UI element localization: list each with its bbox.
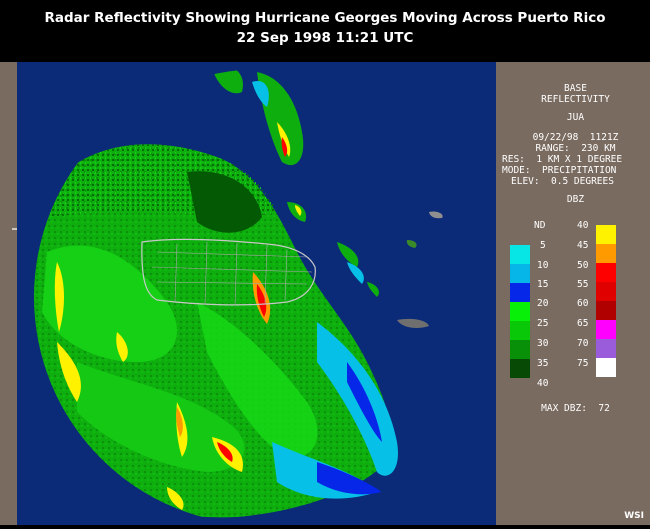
legend-swatch (596, 358, 616, 377)
legend-swatch (510, 245, 530, 264)
legend-label: 50 (577, 260, 589, 271)
legend-label-nd: ND (534, 220, 546, 231)
legend-label: 40 (537, 378, 549, 389)
elevation-readout: ELEV: 0.5 DEGREES (511, 176, 614, 187)
mode-readout: MODE: PRECIPITATION (502, 165, 617, 176)
legend-swatch (510, 321, 530, 340)
radar-echoes (34, 69, 490, 525)
range-readout: RANGE: 230 KM (535, 143, 616, 154)
title-line-2: 22 Sep 1998 11:21 UTC (236, 30, 414, 46)
legend-label: 20 (537, 298, 549, 309)
legend-swatch (596, 244, 616, 263)
legend-swatch (596, 282, 616, 301)
legend-swatch (510, 283, 530, 302)
info-panel: BASE REFLECTIVITY JUA 09/22/98 1121Z RAN… (501, 62, 650, 525)
resolution-readout: RES: 1 KM X 1 DEGREE (502, 154, 623, 165)
legend-label: 5 (540, 240, 546, 251)
legend-label: 45 (577, 240, 589, 251)
legend-label: 10 (537, 260, 549, 271)
legend-swatch (596, 320, 616, 339)
frame-tick (12, 228, 17, 230)
radar-map (17, 62, 496, 525)
legend-swatch (510, 302, 530, 321)
legend-swatch (596, 339, 616, 358)
legend-label: 25 (537, 318, 549, 329)
legend-swatch (510, 359, 530, 378)
image-title: Radar Reflectivity Showing Hurricane Geo… (0, 8, 650, 48)
legend-swatch (596, 301, 616, 320)
legend-swatch (596, 263, 616, 282)
legend-label: 60 (577, 298, 589, 309)
max-dbz-readout: MAX DBZ: 72 (541, 403, 610, 414)
panel-heading-2: REFLECTIVITY (541, 94, 610, 105)
legend-swatch (510, 340, 530, 359)
units-label: DBZ (566, 194, 585, 205)
legend-label: 35 (537, 358, 549, 369)
radar-image (34, 69, 490, 525)
station-id: JUA (566, 112, 585, 123)
left-frame (0, 62, 17, 525)
legend-label: 15 (537, 279, 549, 290)
legend-label: 70 (577, 338, 589, 349)
divider-frame (496, 62, 501, 525)
legend-label: 65 (577, 318, 589, 329)
legend-label: 30 (537, 338, 549, 349)
date-time: 09/22/98 1121Z (532, 132, 619, 143)
legend-label: 55 (577, 279, 589, 290)
panel-heading-1: BASE (564, 83, 587, 94)
legend-swatch (596, 225, 616, 244)
title-line-1: Radar Reflectivity Showing Hurricane Geo… (44, 10, 606, 26)
wsi-logo: WSI (624, 511, 644, 521)
legend-label: 40 (577, 220, 589, 231)
legend-label: 75 (577, 358, 589, 369)
legend-swatch (510, 264, 530, 283)
